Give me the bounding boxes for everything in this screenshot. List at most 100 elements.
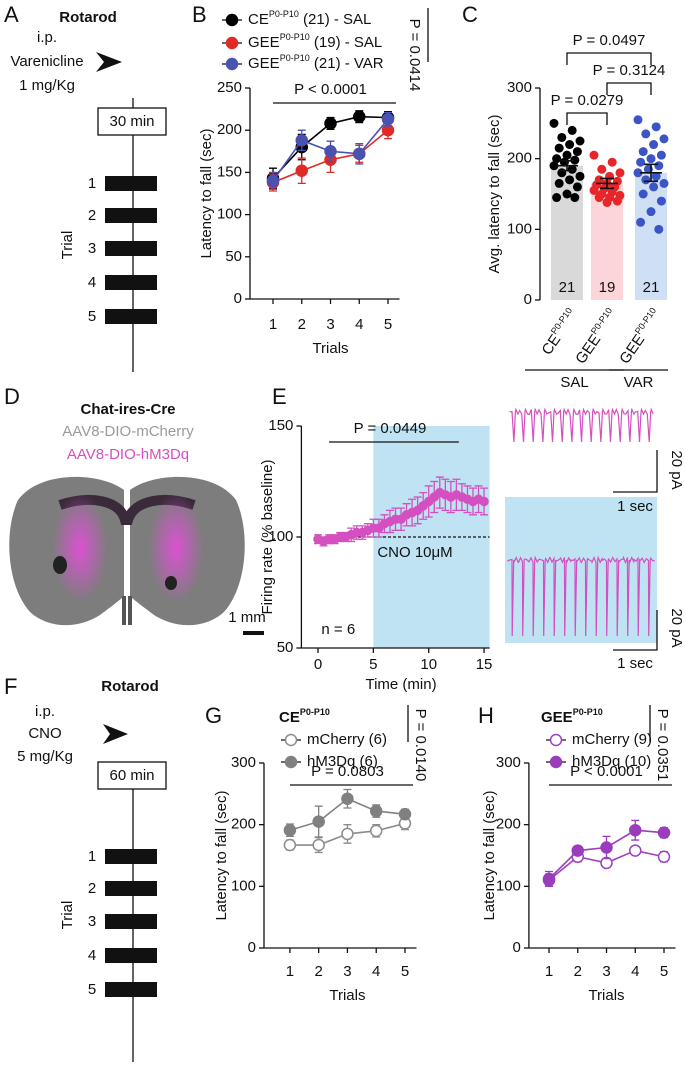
- data-point: [636, 157, 646, 167]
- n-label: 21: [559, 279, 576, 296]
- stat-label: P = 0.0140: [412, 709, 429, 782]
- trial-number: 2: [88, 207, 96, 224]
- data-point: [657, 826, 671, 839]
- x-tick-label: 5: [401, 963, 409, 980]
- trial-number: 1: [88, 848, 96, 865]
- trial-bar: [105, 275, 157, 290]
- y-tick-label: 50: [225, 248, 242, 265]
- arrowhead: [96, 52, 122, 72]
- data-point: [567, 125, 577, 135]
- x-tick-label: 4: [355, 316, 363, 333]
- scale-bar: [613, 610, 658, 651]
- scale-label: 20 pA: [668, 608, 685, 647]
- data-point: [341, 792, 354, 806]
- data-point: [589, 150, 599, 160]
- legend-marker: [284, 755, 298, 769]
- chart-title: GEEP0-P10: [541, 707, 603, 726]
- data-point: [641, 175, 651, 185]
- trial-bar: [105, 881, 157, 896]
- data-point: [554, 178, 564, 188]
- y-axis-label: Firing rate (% baseline): [259, 459, 276, 614]
- panel-label: D: [4, 384, 20, 409]
- stat-label: P < 0.0001: [294, 81, 367, 98]
- stat-label: P = 0.0351: [654, 709, 671, 782]
- legend-label: hM3Dq (6): [307, 753, 378, 770]
- data-point: [283, 838, 297, 852]
- x-tick-label: 5: [369, 656, 377, 673]
- y-axis-label: Latency to fall (sec): [198, 128, 215, 258]
- virus-label: AAV8-DIO-mCherry: [62, 423, 194, 440]
- data-point: [570, 155, 580, 165]
- comparison-label: P = 0.0279: [551, 92, 624, 109]
- data-point: [602, 197, 612, 207]
- legend-marker: [284, 733, 298, 747]
- data-point: [295, 164, 308, 177]
- legend-name: mCherry (9): [572, 731, 652, 748]
- trial-number: 1: [88, 175, 96, 192]
- protocol-title: Rotarod: [101, 678, 159, 695]
- data-point: [636, 217, 646, 227]
- legend-suffix: (21) - SAL: [299, 11, 372, 28]
- data-point: [571, 844, 585, 857]
- superscript: P0-P10: [573, 707, 603, 717]
- data-point: [629, 844, 642, 857]
- data-point: [649, 140, 659, 150]
- legend-name: mCherry (6): [307, 731, 387, 748]
- data-point: [381, 112, 395, 126]
- arrowhead: [103, 724, 128, 744]
- dose: 1 mg/Kg: [19, 77, 75, 94]
- data-point: [570, 193, 580, 203]
- data-point: [646, 154, 656, 164]
- wait: 30 min: [109, 113, 154, 130]
- legend-label: hM3Dq (10): [572, 753, 651, 770]
- trial-number: 5: [88, 308, 96, 325]
- y-tick-label: 200: [217, 121, 242, 138]
- scale-label: 1 sec: [617, 655, 653, 672]
- comparison-bracket: [566, 52, 652, 65]
- x-tick-label: 5: [384, 316, 392, 333]
- error-bar: [640, 163, 662, 183]
- x-tick-label: 3: [326, 316, 334, 333]
- stat-label: P = 0.0803: [311, 763, 384, 780]
- data-point: [562, 150, 572, 160]
- category-name: GEE: [616, 331, 648, 367]
- data-point: [552, 154, 562, 164]
- data-point: [633, 168, 643, 178]
- category-label: CEP0-P10: [537, 306, 581, 358]
- trial-number: 4: [88, 947, 96, 964]
- data-point: [633, 115, 643, 125]
- superscript: P0-P10: [300, 707, 330, 717]
- legend-marker: [225, 36, 239, 50]
- data-point: [607, 157, 617, 167]
- y-tick-label: 100: [231, 877, 256, 894]
- x-tick-label: 2: [314, 963, 322, 980]
- data-point: [656, 150, 666, 160]
- x-tick-label: 1: [269, 316, 277, 333]
- trial-bar: [105, 208, 157, 223]
- trial-bar: [105, 982, 157, 997]
- data-point: [575, 136, 585, 146]
- panel-label: H: [478, 703, 494, 728]
- superscript: P0-P10: [280, 32, 310, 42]
- cno-shade: [505, 497, 657, 643]
- y-tick-label: 0: [513, 939, 521, 956]
- data-point: [641, 129, 651, 139]
- data-point: [565, 140, 575, 150]
- drug: CNO: [28, 725, 61, 742]
- legend-name: GEE: [248, 55, 280, 72]
- y-axis-label: Latency to fall (sec): [481, 790, 498, 920]
- stat-label: P < 0.0001: [570, 763, 643, 780]
- x-tick-label: 3: [602, 963, 610, 980]
- n-label: 21: [643, 279, 660, 296]
- data-point: [557, 132, 567, 142]
- chart-title: CEP0-P10: [279, 707, 330, 726]
- superscript: P0-P10: [549, 306, 574, 336]
- x-tick-label: 0: [314, 656, 322, 673]
- data-point: [572, 182, 582, 192]
- legend-label: mCherry (6): [307, 731, 387, 748]
- n-label: 19: [599, 279, 616, 296]
- y-tick-label: 300: [496, 754, 521, 771]
- category-label: GEEP0-P10: [615, 306, 666, 367]
- legend-label: mCherry (9): [572, 731, 652, 748]
- y-tick-label: 200: [496, 816, 521, 833]
